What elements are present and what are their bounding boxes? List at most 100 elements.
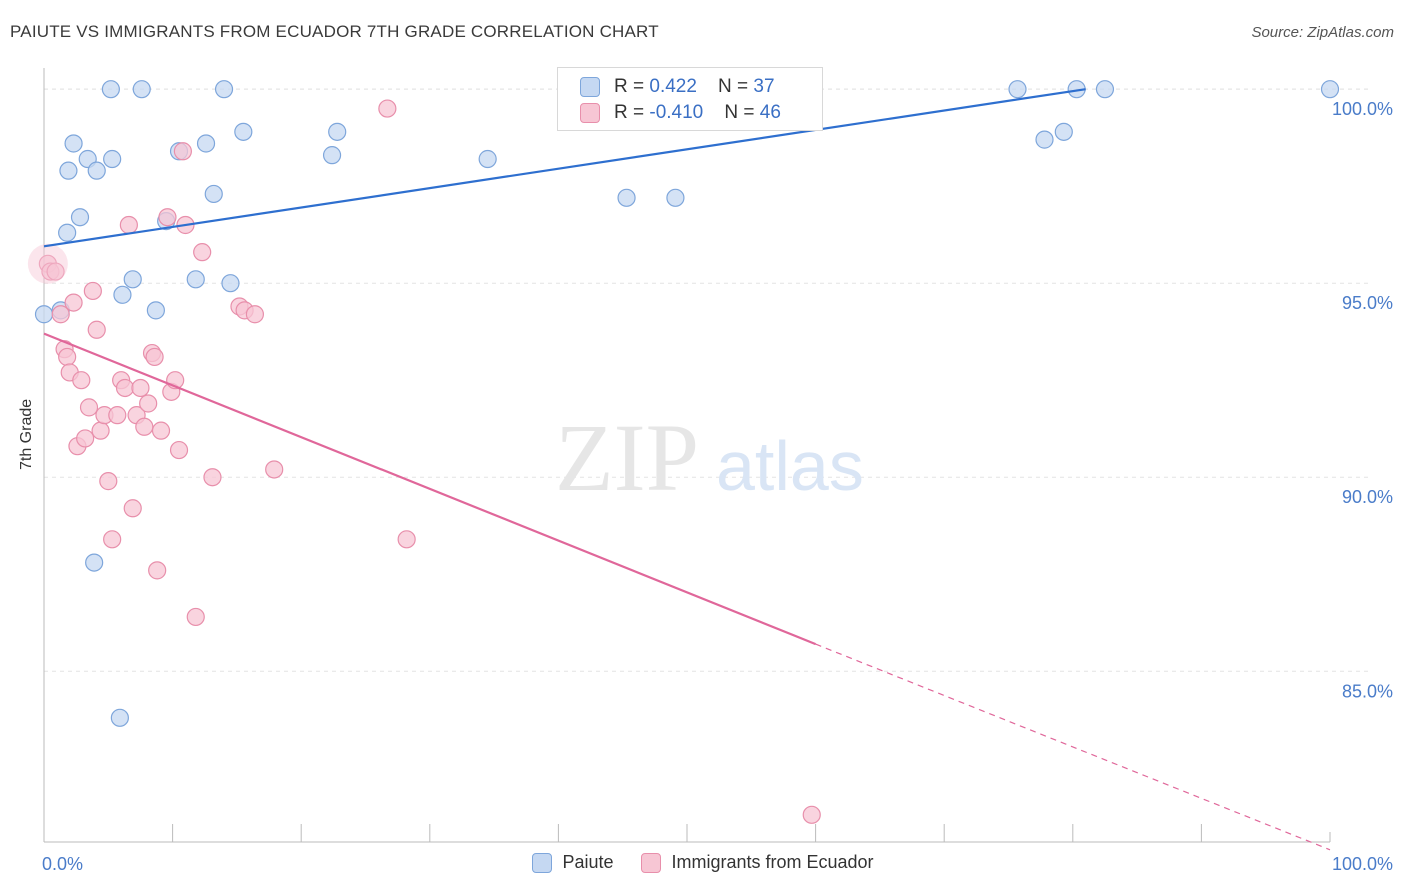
ecuador-point-30: [151, 421, 171, 440]
paiute-point-32: [1054, 122, 1073, 141]
paiute-point-14: [132, 80, 151, 99]
ecuador-n-label: N =: [724, 102, 760, 123]
chart-title: PAIUTE VS IMMIGRANTS FROM ECUADOR 7TH GR…: [10, 22, 659, 41]
tick-labels: 85.0% 90.0% 95.0% 100.0% 0.0% 100.0%: [42, 99, 1393, 874]
paiute-point-15: [146, 301, 165, 320]
ecuador-point-37: [193, 243, 212, 262]
paiute-point-13: [123, 270, 142, 289]
ecuador-point-46: [173, 142, 192, 161]
source-label: Source: ZipAtlas.com: [1251, 24, 1394, 41]
ecuador-point-2: [46, 262, 65, 281]
axes: [43, 68, 1331, 843]
ecuador-point-44: [397, 530, 416, 549]
ecuador-n-value: 46: [759, 102, 781, 123]
paiute-point-0: [34, 305, 54, 324]
ecuador-point-5: [58, 347, 77, 367]
ecuador-trend-line: [43, 332, 817, 646]
ecuador-point-26: [139, 394, 158, 413]
y-tick-label-100: 100.0%: [1332, 99, 1393, 119]
paiute-n-value: 37: [753, 76, 775, 97]
paiute-point-24: [322, 146, 342, 165]
watermark-zip: ZIP: [555, 404, 699, 511]
ecuador-swatch: [580, 103, 600, 123]
y-tick-label-90: 90.0%: [1342, 487, 1393, 507]
ecuador-point-20: [115, 378, 135, 398]
ecuador-point-43: [378, 99, 397, 118]
ecuador-point-21: [119, 215, 138, 235]
paiute-point-12: [113, 285, 132, 304]
paiute-point-21: [214, 80, 234, 99]
ecuador-point-17: [103, 530, 122, 549]
ecuador-point-25: [135, 417, 154, 436]
grid-lines: [44, 88, 1370, 672]
ecuador-point-22: [123, 499, 142, 518]
ecuador-point-34: [169, 440, 189, 460]
ecuador-point-11: [79, 398, 99, 417]
ecuador-point-42: [265, 460, 284, 479]
legend-swatch-ecuador: [641, 852, 662, 873]
paiute-point-7: [85, 553, 104, 572]
ecuador-point-41: [245, 305, 265, 324]
legend-swatch-paiute: [532, 852, 553, 873]
ecuador-point-13: [87, 320, 106, 339]
ecuador-point-16: [99, 472, 118, 491]
legend-item-ecuador: Immigrants from Ecuador: [641, 852, 874, 873]
paiute-point-34: [1095, 80, 1115, 99]
x-tick-label-start: 0.0%: [42, 854, 83, 874]
paiute-swatch: [580, 77, 600, 97]
paiute-point-26: [478, 149, 497, 169]
ecuador-point-18: [108, 406, 127, 425]
ecuador-point-36: [186, 607, 205, 627]
paiute-point-8: [87, 161, 106, 180]
paiute-point-4: [64, 134, 83, 153]
paiute-point-27: [617, 188, 636, 207]
legend-label-paiute: Paiute: [562, 852, 614, 872]
ecuador-point-29: [148, 561, 167, 580]
paiute-point-20: [204, 184, 223, 204]
ecuador-point-14: [91, 421, 110, 440]
ecuador-point-38: [203, 468, 222, 487]
paiute-r-value: 0.422: [649, 76, 697, 97]
ecuador-point-12: [83, 281, 102, 301]
ecuador-r-value: -0.410: [649, 102, 704, 123]
y-tick-label-85: 85.0%: [1342, 681, 1393, 701]
paiute-point-19: [196, 134, 216, 153]
x-tick-label-end: 100.0%: [1332, 854, 1393, 874]
paiute-trend-line: [43, 88, 1086, 248]
paiute-point-23: [234, 122, 253, 141]
ecuador-point-45: [802, 805, 821, 824]
paiute-point-31: [1035, 130, 1054, 149]
paiute-point-10: [103, 149, 122, 169]
paiute-r-label: R =: [614, 76, 650, 97]
watermark-atlas: atlas: [716, 427, 864, 505]
paiute-point-3: [59, 161, 78, 180]
paiute-point-35: [1320, 80, 1340, 99]
legend-item-paiute: Paiute: [532, 852, 613, 873]
ecuador-point-28: [145, 347, 164, 367]
y-tick-label-95: 95.0%: [1342, 293, 1393, 313]
trend-lines: [43, 88, 1331, 851]
ecuador-point-31: [158, 208, 177, 227]
ecuador-point-3: [51, 305, 70, 324]
ecuador-point-9: [72, 371, 91, 390]
ecuador-point-24: [131, 378, 150, 398]
paiute-point-11: [110, 708, 129, 727]
paiute-point-2: [58, 223, 77, 242]
paiute-point-5: [70, 208, 90, 227]
paiute-point-25: [328, 122, 347, 141]
paiute-point-30: [1008, 80, 1027, 99]
ecuador-trend-extension: [815, 643, 1331, 851]
ecuador-point-7: [64, 293, 83, 312]
paiute-point-18: [186, 270, 205, 289]
ecuador-point-cluster: [27, 243, 68, 284]
paiute-point-9: [101, 80, 120, 99]
series-legend: Paiute Immigrants from Ecuador: [0, 852, 1406, 873]
ecuador-point-10: [76, 429, 95, 448]
paiute-n-label: N =: [718, 76, 754, 97]
legend-label-ecuador: Immigrants from Ecuador: [671, 852, 874, 872]
correlation-legend: R = 0.422 N = 37 R = -0.410 N = 46: [557, 67, 823, 131]
paiute-point-22: [221, 274, 240, 293]
ecuador-r-label: R =: [614, 102, 650, 123]
paiute-point-29: [666, 188, 685, 207]
